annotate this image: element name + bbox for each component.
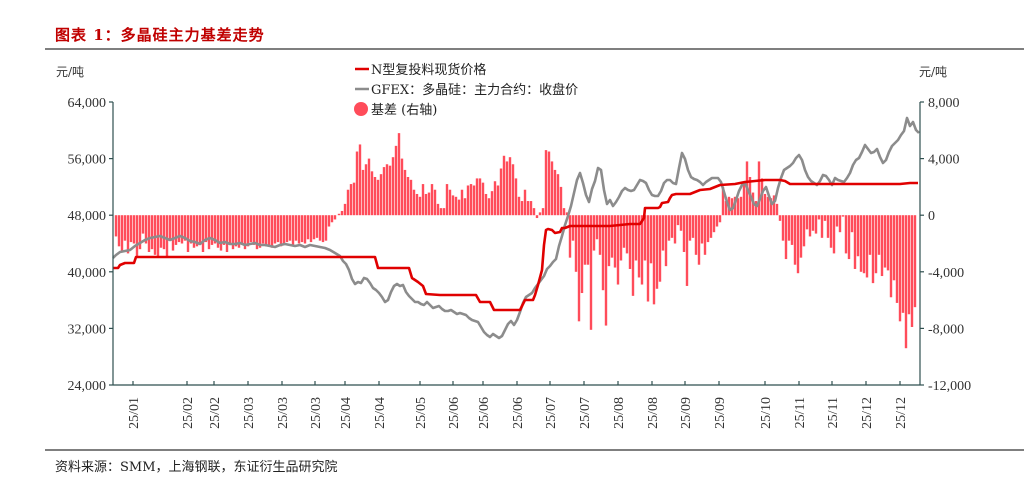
x-axis-tick-label: 25/09 (679, 397, 694, 429)
x-axis-tick-label: 25/02 (208, 397, 223, 429)
title-divider (45, 48, 1024, 50)
x-axis-tick-label: 25/06 (511, 397, 526, 429)
x-axis-tick-label: 25/11 (826, 397, 841, 428)
left-axis-tick-label: 56,000 (68, 153, 107, 168)
right-axis-tick-label: 4,000 (928, 153, 960, 168)
right-axis-tick-label: 8,000 (928, 96, 960, 111)
x-axis-tick-label: 25/04 (339, 397, 354, 429)
basis-bars (114, 133, 917, 349)
x-axis-tick-label: 25/03 (276, 397, 291, 429)
x-axis-tick-label: 25/06 (477, 397, 492, 429)
x-axis-tick-label: 25/08 (612, 397, 627, 429)
legend-basis-swatch (354, 102, 368, 116)
x-axis-tick-label: 25/12 (894, 397, 909, 429)
spot-price-line (113, 178, 918, 312)
left-axis-unit: 元/吨 (56, 65, 84, 79)
x-axis-tick-label: 25/08 (646, 397, 661, 429)
x-axis-tick-label: 25/06 (447, 397, 462, 429)
left-axis-tick-label: 48,000 (68, 209, 107, 224)
chart-title: 图表 1：多晶硅主力基差走势 (55, 26, 265, 44)
x-axis-tick-label: 25/05 (414, 397, 429, 429)
left-axis-tick-label: 24,000 (68, 379, 107, 394)
x-axis-tick-label: 25/07 (544, 397, 559, 429)
footer-divider (45, 449, 1024, 451)
left-axis-tick-label: 32,000 (68, 322, 107, 337)
x-axis-tick-label: 25/10 (759, 397, 774, 429)
x-axis-tick-label: 25/12 (860, 397, 875, 429)
right-axis-tick-label: 0 (928, 209, 935, 224)
legend-spot-label: N型复投料现货价格 (371, 62, 486, 78)
x-axis-tick-label: 25/04 (373, 397, 388, 429)
right-axis-tick-label: -8,000 (928, 322, 964, 337)
chart-area: 64,000 56,000 48,000 40,000 32,000 24,000 8,00… (56, 62, 971, 429)
x-axis-tick-label: 25/03 (242, 397, 257, 429)
right-axis-unit: 元/吨 (919, 65, 947, 79)
x-axis-tick-label: 25/09 (713, 397, 728, 429)
right-axis-tick-label: -12,000 (928, 379, 971, 394)
futures-price-line (112, 116, 920, 340)
left-axis-tick-label: 64,000 (68, 96, 107, 111)
x-axis-tick-label: 25/03 (309, 397, 324, 429)
source-note: 资料来源：SMM，上海钢联，东证衍生品研究院 (55, 460, 338, 475)
right-axis-tick-label: -4,000 (928, 266, 964, 281)
x-axis-tick-label: 25/07 (578, 397, 593, 429)
left-axis-tick-label: 40,000 (68, 266, 107, 281)
x-axis-tick-label: 25/11 (793, 397, 808, 428)
legend-futures-label: GFEX：多晶硅：主力合约：收盘价 (371, 82, 578, 98)
x-axis-tick-label: 25/01 (127, 397, 142, 429)
legend-basis-label: 基差 (右轴) (371, 103, 437, 118)
x-axis-tick-label: 25/02 (181, 397, 196, 429)
